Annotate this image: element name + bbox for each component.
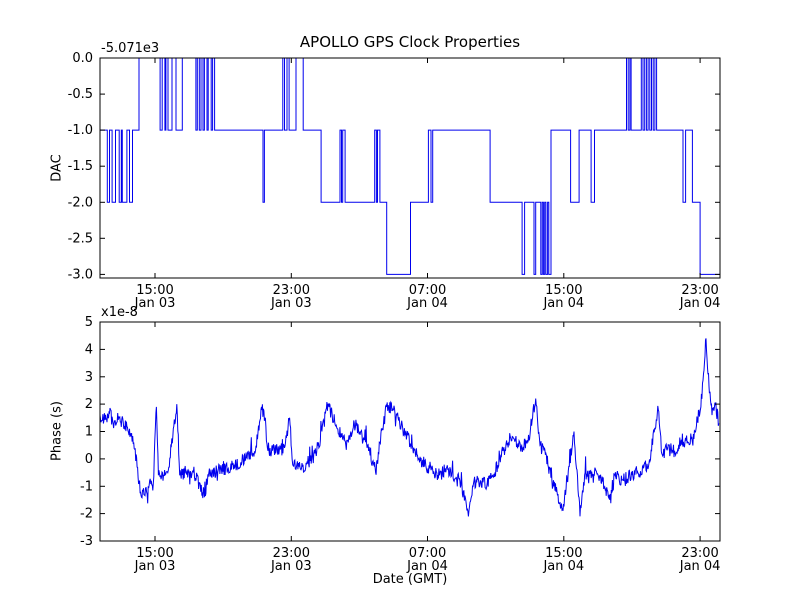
y-tick-label: 3 xyxy=(85,370,93,385)
y-tick-label: -3 xyxy=(80,534,93,549)
dac-axis-label: DAC xyxy=(49,154,65,182)
x-tick-label-date: Jan 04 xyxy=(406,296,448,311)
y-tick-label: -2.0 xyxy=(68,195,93,210)
y-tick-label: 0 xyxy=(85,452,93,467)
x-tick-label-time: 07:00 xyxy=(409,283,446,298)
chart-title: APOLLO GPS Clock Properties xyxy=(299,33,521,51)
x-axis-label: Date (GMT) xyxy=(372,572,448,587)
x-tick-label-time: 15:00 xyxy=(136,546,173,561)
phase-axis-label: Phase (s) xyxy=(49,401,65,461)
x-tick-label-time: 23:00 xyxy=(273,283,310,298)
x-tick-label-time: 07:00 xyxy=(409,546,446,561)
phase-axis-multiplier-label: x1e-8 xyxy=(101,305,138,320)
dac-data-line xyxy=(100,57,720,275)
y-tick-label: -2 xyxy=(80,507,93,522)
dac-axis-offset-label: -5.071e3 xyxy=(101,41,160,56)
x-tick-label-date: Jan 04 xyxy=(679,296,721,311)
y-tick-label: -1 xyxy=(80,479,93,494)
y-tick-label: 4 xyxy=(85,342,93,357)
x-tick-label-time: 15:00 xyxy=(136,283,173,298)
dac-axes-frame xyxy=(99,57,721,279)
x-tick-label-date: Jan 04 xyxy=(542,559,584,574)
x-tick-label-time: 23:00 xyxy=(273,546,310,561)
x-tick-label-time: 23:00 xyxy=(681,283,718,298)
y-tick-label: 5 xyxy=(85,315,93,330)
x-tick-label-date: Jan 04 xyxy=(406,559,448,574)
y-tick-label: -3.0 xyxy=(68,267,93,282)
x-tick-label-time: 23:00 xyxy=(681,546,718,561)
y-tick-label: -2.5 xyxy=(68,231,93,246)
x-tick-label-date: Jan 04 xyxy=(679,559,721,574)
y-tick-label: -0.5 xyxy=(68,87,93,102)
y-tick-label: 2 xyxy=(85,397,93,412)
phase-axes-frame xyxy=(99,321,721,542)
y-tick-label: 0.0 xyxy=(72,51,93,66)
y-tick-label: -1.5 xyxy=(68,159,93,174)
x-tick-label-date: Jan 03 xyxy=(134,296,176,311)
phase-data-line xyxy=(99,338,720,517)
x-tick-label-date: Jan 04 xyxy=(542,296,584,311)
x-tick-label-date: Jan 03 xyxy=(270,296,312,311)
x-tick-label-date: Jan 03 xyxy=(270,559,312,574)
y-tick-label: -1.0 xyxy=(68,123,93,138)
x-tick-label-time: 15:00 xyxy=(545,283,582,298)
x-tick-label-date: Jan 03 xyxy=(134,559,176,574)
y-tick-label: 1 xyxy=(85,425,93,440)
x-tick-label-time: 15:00 xyxy=(545,546,582,561)
